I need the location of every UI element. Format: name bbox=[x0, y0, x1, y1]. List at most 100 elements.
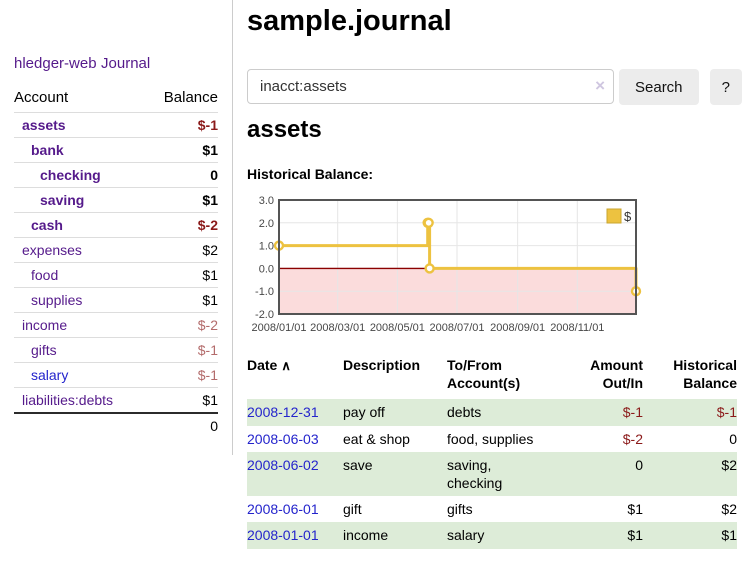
sidebar: hledger-web Journal Account Balance asse… bbox=[0, 0, 233, 455]
transaction-date-link[interactable]: 2008-06-02 bbox=[247, 456, 319, 473]
transaction-date-link[interactable]: 2008-01-01 bbox=[247, 527, 319, 544]
account-link[interactable]: expenses bbox=[22, 242, 82, 258]
account-balance: $-2 bbox=[145, 212, 218, 238]
accounts-header-account: Account bbox=[14, 89, 69, 106]
register-row: 2008-06-01 gift gifts $1 $2 bbox=[247, 496, 737, 522]
help-button[interactable]: ? bbox=[709, 69, 742, 105]
account-name-cell: bank bbox=[14, 137, 146, 163]
account-row: saving $1 bbox=[14, 187, 218, 213]
register-amount-cell: $-1 bbox=[622, 404, 643, 421]
account-name-cell: liabilities:debts bbox=[14, 387, 146, 413]
register-accounts-cell: gifts bbox=[447, 501, 473, 518]
account-row: cash $-2 bbox=[14, 212, 218, 238]
account-name-cell: salary bbox=[14, 362, 146, 388]
account-row: gifts $-1 bbox=[14, 337, 218, 363]
account-balance: $-1 bbox=[145, 362, 218, 388]
account-link[interactable]: cash bbox=[31, 217, 63, 233]
register-header-balance: Historical Balance bbox=[673, 357, 737, 392]
account-heading: assets bbox=[247, 116, 322, 143]
y-tick-label: 0.0 bbox=[259, 263, 274, 275]
register-date-cell: 2008-06-02 bbox=[247, 452, 343, 496]
register-row: 2008-01-01 income salary $1 $1 bbox=[247, 522, 737, 549]
transaction-date-link[interactable]: 2008-06-03 bbox=[247, 430, 319, 447]
register-description-cell: gift bbox=[343, 501, 362, 518]
transaction-date-link[interactable]: 2008-06-01 bbox=[247, 501, 319, 518]
account-row: supplies $1 bbox=[14, 287, 218, 313]
account-link[interactable]: salary bbox=[31, 367, 69, 383]
y-tick-label: 3.0 bbox=[259, 196, 274, 207]
x-tick-label: 2008/07/01 bbox=[429, 322, 484, 334]
account-name-cell: expenses bbox=[14, 237, 146, 263]
accounts-header-balance: Balance bbox=[163, 89, 218, 106]
account-balance: $1 bbox=[145, 287, 218, 313]
register-accounts-cell: salary bbox=[447, 527, 485, 544]
register-amount-cell: $-2 bbox=[622, 430, 643, 447]
account-balance: $-2 bbox=[145, 312, 218, 338]
register-accounts-cell: debts bbox=[447, 404, 482, 421]
y-tick-label: -1.0 bbox=[255, 286, 274, 298]
account-name-cell: food bbox=[14, 262, 146, 288]
account-row: salary $-1 bbox=[14, 362, 218, 388]
x-tick-label: 2008/11/01 bbox=[550, 322, 604, 334]
account-row: bank $1 bbox=[14, 137, 218, 163]
register-accounts-cell: food, supplies bbox=[447, 430, 534, 447]
accounts-total-value: 0 bbox=[145, 412, 218, 438]
account-name-cell: checking bbox=[14, 162, 146, 188]
account-name-cell: supplies bbox=[14, 287, 146, 313]
account-row: checking 0 bbox=[14, 162, 218, 188]
account-link[interactable]: supplies bbox=[31, 292, 83, 308]
account-row: food $1 bbox=[14, 262, 218, 288]
account-balance: $1 bbox=[145, 187, 218, 213]
account-name-cell: gifts bbox=[14, 337, 146, 363]
register-date-cell: 2008-12-31 bbox=[247, 399, 343, 425]
main-content: sample.journal × Search ? assets Histori… bbox=[247, 0, 742, 582]
register-date-cell: 2008-06-03 bbox=[247, 426, 343, 452]
account-balance: $1 bbox=[145, 262, 218, 288]
register-amount-cell: $1 bbox=[627, 501, 643, 518]
account-link[interactable]: checking bbox=[40, 167, 101, 183]
accounts-rows: assets $-1 bank $1 checking 0 saving $1 cash $-2 e… bbox=[14, 112, 218, 413]
account-row: income $-2 bbox=[14, 312, 218, 338]
search-button[interactable]: Search bbox=[619, 69, 699, 105]
register-accounts-cell: saving, checking bbox=[447, 456, 503, 491]
legend-swatch bbox=[606, 208, 622, 224]
sidebar-item-journal[interactable]: Journal bbox=[101, 55, 151, 72]
account-link[interactable]: food bbox=[31, 267, 59, 283]
register-header-date[interactable]: Date ∧ bbox=[247, 357, 291, 373]
page-title: sample.journal bbox=[247, 5, 452, 37]
account-row: assets $-1 bbox=[14, 112, 218, 138]
register-header-amount: Amount Out/In bbox=[590, 357, 643, 392]
account-name-cell: saving bbox=[14, 187, 146, 213]
search-input[interactable] bbox=[247, 69, 614, 104]
account-link[interactable]: saving bbox=[40, 192, 85, 208]
account-link[interactable]: assets bbox=[22, 117, 66, 133]
register-row: 2008-12-31 pay off debts $-1 $-1 bbox=[247, 399, 737, 426]
account-link[interactable]: income bbox=[22, 317, 68, 333]
account-link[interactable]: liabilities:debts bbox=[22, 392, 114, 408]
data-point-marker bbox=[423, 217, 434, 228]
legend-label: $ bbox=[624, 209, 632, 224]
clear-search-icon[interactable]: × bbox=[595, 76, 605, 95]
accounts-table: Account Balance assets $-1 bank $1 checking 0… bbox=[14, 86, 218, 438]
x-tick-label: 2008/09/01 bbox=[490, 322, 545, 334]
sort-asc-icon: ∧ bbox=[281, 358, 291, 373]
search-bar: × Search ? bbox=[247, 69, 742, 105]
transaction-date-link[interactable]: 2008-12-31 bbox=[247, 404, 319, 421]
register-description-cell: income bbox=[343, 527, 389, 544]
account-link[interactable]: bank bbox=[31, 142, 64, 158]
register-description-cell: save bbox=[343, 456, 373, 473]
y-tick-label: 2.0 bbox=[259, 218, 274, 230]
account-balance: $-1 bbox=[145, 112, 218, 138]
x-tick-label: 2008/01/01 bbox=[251, 322, 306, 334]
register-balance-cell: $2 bbox=[721, 501, 737, 518]
brand-link[interactable]: hledger-web bbox=[14, 55, 97, 72]
register-amount-cell: $1 bbox=[627, 527, 643, 544]
account-balance: 0 bbox=[145, 162, 218, 188]
account-link[interactable]: gifts bbox=[31, 342, 57, 358]
y-tick-label: -2.0 bbox=[255, 309, 274, 321]
chart-label: Historical Balance: bbox=[247, 166, 374, 182]
register-balance-cell: $1 bbox=[721, 527, 737, 544]
plot-border bbox=[278, 199, 637, 315]
register-balance-cell: 0 bbox=[729, 430, 737, 447]
x-tick-label: 2008/03/01 bbox=[310, 322, 365, 334]
